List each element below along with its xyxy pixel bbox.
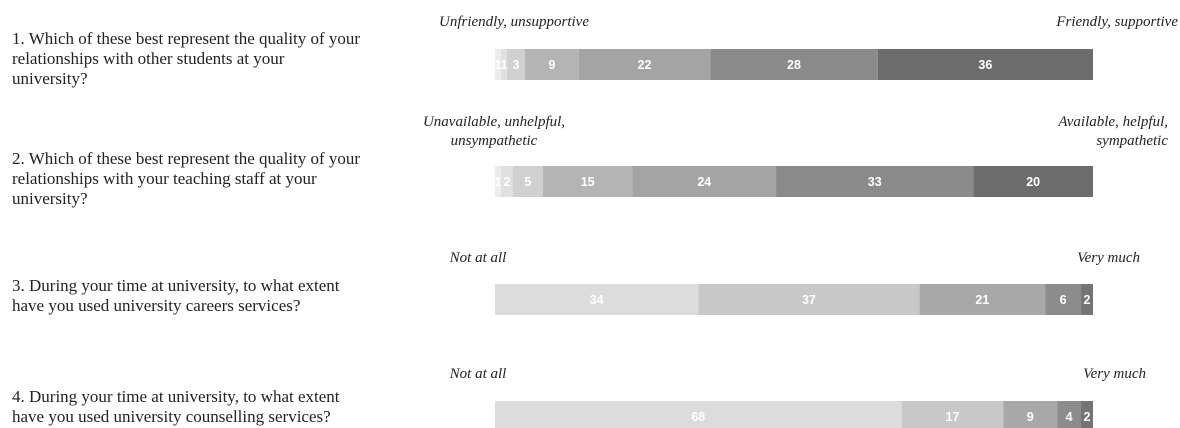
bar-segment-q3-2 <box>698 284 920 315</box>
data-label-q2-6: 33 <box>868 175 882 189</box>
data-label-q2-2: 2 <box>503 175 510 189</box>
data-label-q1-6: 28 <box>787 58 801 72</box>
data-label-q2-5: 24 <box>697 175 711 189</box>
scale-low-label-2: Unavailable, unhelpful, unsympathetic <box>423 114 565 149</box>
scale-low-label-3: Not at all <box>449 250 507 266</box>
bar-segment-q4-3 <box>1003 401 1058 428</box>
bar-segment-q2-2 <box>500 166 513 197</box>
data-label-q2-4: 15 <box>581 175 595 189</box>
bar-segment-q1-2 <box>500 49 507 80</box>
data-label-q2-7: 20 <box>1026 175 1040 189</box>
bar-group-2: 1 2 5 15 24 33 20 <box>495 166 1093 197</box>
data-label-q1-2: 1 <box>500 58 507 72</box>
data-label-q3-1: 34 <box>590 293 604 307</box>
bar-segment-q1-4 <box>524 49 579 80</box>
bar-segment-q3-3 <box>919 284 1046 315</box>
bar-segment-q2-3 <box>512 166 543 197</box>
scale-high-label-2: Available, helpful, sympathetic <box>1057 114 1168 149</box>
bar-segment-q2-5 <box>632 166 777 197</box>
bar-segment-q1-5 <box>578 49 711 80</box>
data-label-q3-4: 6 <box>1060 293 1067 307</box>
question-4: 4. During your time at university, to wh… <box>12 387 340 426</box>
bar-segment-q2-4 <box>542 166 633 197</box>
data-label-q1-5: 22 <box>638 58 652 72</box>
bar-segment-q3-5 <box>1081 284 1093 315</box>
data-label-q2-1: 1 <box>495 175 502 189</box>
question-2: 2. Which of these best represent the qua… <box>12 149 361 208</box>
bar-segment-q1-3 <box>506 49 525 80</box>
bar-segment-q2-1 <box>495 166 501 197</box>
bar-segment-q4-2 <box>901 401 1004 428</box>
bar-group-3: 34 37 21 6 2 <box>495 284 1093 315</box>
data-label-q1-4: 9 <box>548 58 555 72</box>
bar-segment-q4-1 <box>495 401 902 428</box>
data-label-q1-1: 1 <box>495 58 502 72</box>
data-label-q4-4: 4 <box>1066 410 1073 424</box>
data-label-q3-3: 21 <box>975 293 989 307</box>
question-1: 1. Which of these best represent the qua… <box>12 29 361 88</box>
data-label-q3-5: 2 <box>1084 293 1091 307</box>
scale-low-label-4: Not at all <box>449 366 507 382</box>
data-label-q3-2: 37 <box>802 293 816 307</box>
scale-high-label-4: Very much <box>1083 366 1146 382</box>
question-3: 3. During your time at university, to wh… <box>12 276 340 315</box>
bar-segment-q4-4 <box>1057 401 1082 428</box>
data-label-q1-3: 3 <box>512 58 519 72</box>
data-label-q4-3: 9 <box>1027 410 1034 424</box>
scale-high-label-3: Very much <box>1077 250 1140 266</box>
data-label-q4-5: 2 <box>1084 410 1091 424</box>
bar-group-4: 68 17 9 4 2 <box>495 401 1093 428</box>
bar-segment-q3-1 <box>495 284 699 315</box>
data-label-q2-3: 5 <box>524 175 531 189</box>
data-label-q4-1: 68 <box>691 410 705 424</box>
scale-high-label-1: Friendly, supportive <box>1055 14 1178 30</box>
bar-segment-q4-5 <box>1081 401 1093 428</box>
bar-segment-q2-7 <box>973 166 1093 197</box>
bar-segment-q1-1 <box>495 49 501 80</box>
bar-segment-q3-4 <box>1045 284 1082 315</box>
bar-segment-q1-7 <box>877 49 1093 80</box>
scale-low-label-1: Unfriendly, unsupportive <box>439 14 589 30</box>
data-label-q4-2: 17 <box>946 410 960 424</box>
bar-group-1: 1 1 3 9 22 28 36 <box>495 49 1093 80</box>
data-label-q1-7: 36 <box>978 58 992 72</box>
bar-segment-q1-6 <box>710 49 878 80</box>
bar-segment-q2-6 <box>776 166 974 197</box>
